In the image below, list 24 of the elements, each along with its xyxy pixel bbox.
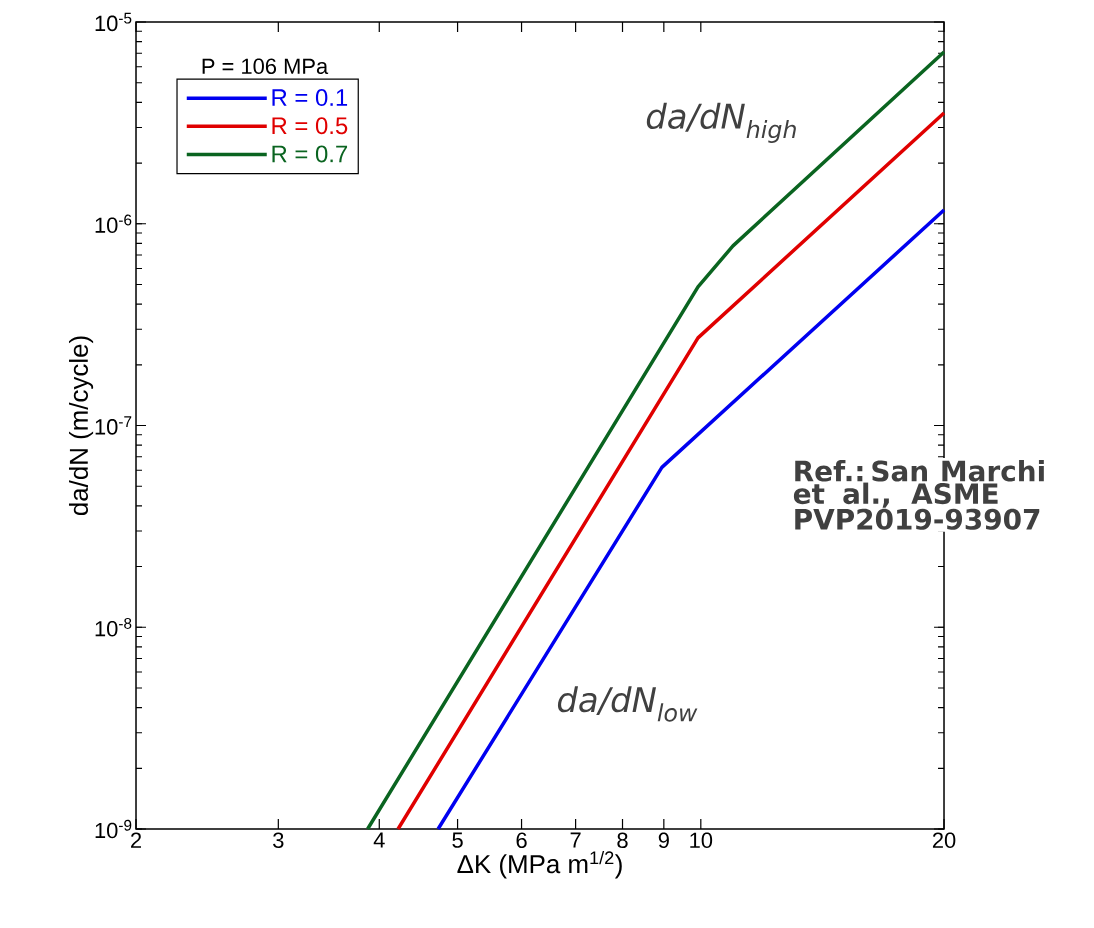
y-axis-title: da/dN (m/cycle) — [68, 336, 94, 516]
x-tick-label: 7 — [570, 832, 581, 848]
x-tick-label: 2 — [131, 832, 142, 848]
legend-label: R = 0.1 — [272, 89, 348, 107]
x-axis-title: ΔK (MPa m$^{1/2}$) — [457, 850, 622, 879]
legend-label: R = 0.7 — [272, 145, 348, 163]
x-tick-label: 5 — [452, 832, 463, 848]
x-tick-label: 9 — [658, 832, 669, 849]
y-tick-label: 10$^{-7}$ — [95, 416, 132, 435]
x-tick-label: 4 — [373, 832, 385, 848]
x-tick-label: 20 — [932, 832, 956, 849]
x-tick-label: 10 — [690, 832, 713, 849]
y-tick-label: 10$^{-6}$ — [95, 214, 132, 233]
annotation: da/dN$_{high}$ — [646, 102, 796, 143]
x-tick-label: 6 — [516, 832, 527, 849]
annotation: da/dN$_{low}$ — [557, 686, 698, 722]
annotation: P = 106 MPa — [202, 58, 329, 75]
annotation: Ref.: San Marchi et al., ASME PVP2019-93907 — [793, 459, 1044, 530]
x-tick-label: 8 — [617, 832, 628, 849]
legend-label: R = 0.5 — [272, 117, 348, 135]
y-tick-label: 10$^{-8}$ — [95, 618, 132, 637]
y-tick-label: 10$^{-9}$ — [95, 819, 132, 839]
y-tick-label: 10$^{-5}$ — [95, 12, 132, 32]
x-tick-label: 3 — [273, 832, 284, 849]
